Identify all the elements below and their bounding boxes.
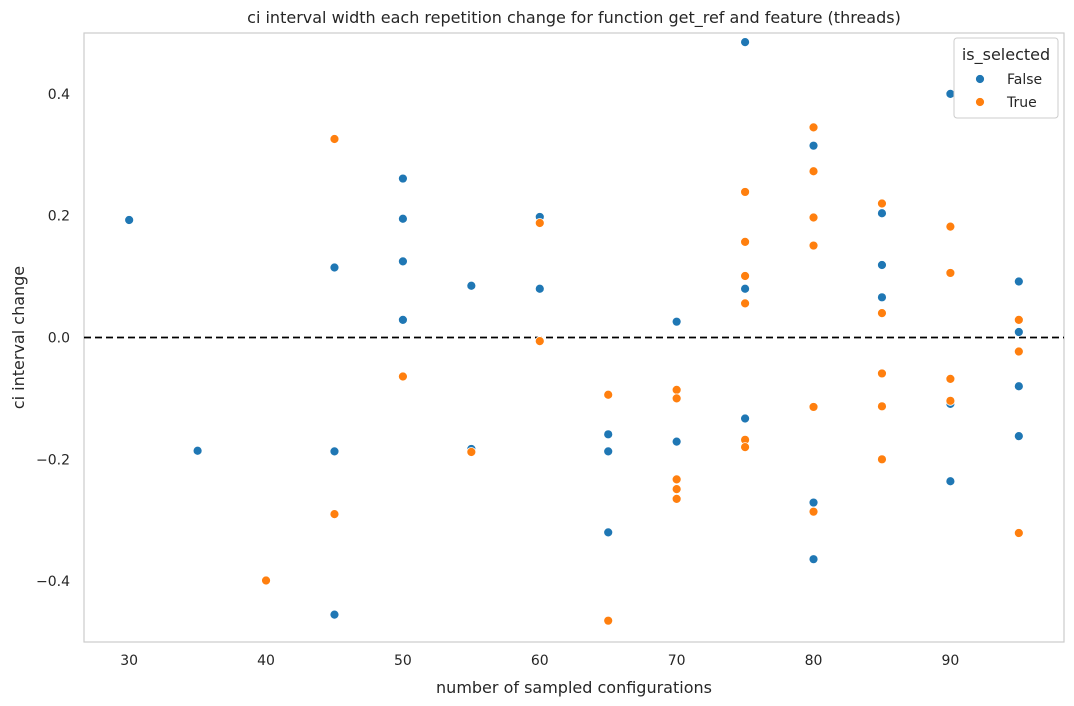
data-point-false xyxy=(329,262,340,273)
data-point-true xyxy=(945,374,956,384)
legend: is_selected False True xyxy=(953,37,1059,119)
data-point-true xyxy=(740,298,750,309)
data-point-true xyxy=(534,336,545,347)
data-point-false xyxy=(808,497,819,508)
data-point-false xyxy=(877,260,887,270)
data-point-false xyxy=(1013,327,1024,337)
y-tick-label: 0.2 xyxy=(48,209,70,225)
data-point-false xyxy=(124,215,135,225)
data-point-true xyxy=(808,166,819,177)
data-point-true xyxy=(261,575,271,586)
data-point-false xyxy=(603,429,614,440)
data-point-true xyxy=(740,271,750,281)
data-point-true xyxy=(877,401,887,412)
data-point-false xyxy=(671,436,682,447)
data-point-true xyxy=(877,454,887,465)
data-point-true xyxy=(945,268,956,278)
data-point-true xyxy=(945,221,956,232)
data-point-true xyxy=(945,395,956,406)
legend-marker-true xyxy=(975,97,985,107)
data-point-false xyxy=(192,445,203,456)
data-point-false xyxy=(603,446,614,457)
data-point-false xyxy=(398,173,408,184)
data-point-false xyxy=(398,314,408,325)
x-tick-label: 60 xyxy=(531,653,549,669)
y-tick-label: 0.4 xyxy=(48,87,70,103)
data-point-false xyxy=(808,554,819,565)
data-point-true xyxy=(1013,346,1024,357)
data-point-true xyxy=(740,187,750,197)
data-point-false xyxy=(671,316,682,327)
data-point-false xyxy=(329,609,340,620)
data-point-true xyxy=(808,240,819,251)
data-point-true xyxy=(671,384,682,395)
y-tick-label: −0.4 xyxy=(36,574,70,590)
data-point-true xyxy=(603,389,614,400)
data-point-false xyxy=(740,413,750,424)
data-point-true xyxy=(808,506,819,517)
data-point-false xyxy=(877,208,887,219)
data-point-false xyxy=(603,527,614,538)
data-point-false xyxy=(808,140,819,151)
data-point-true xyxy=(466,447,477,457)
data-point-true xyxy=(398,371,408,382)
data-point-false xyxy=(740,283,750,294)
data-point-false xyxy=(329,446,340,457)
series-true xyxy=(261,122,1024,626)
legend-title: is_selected xyxy=(962,45,1050,65)
x-tick-label: 70 xyxy=(668,653,686,669)
legend-label-false: False xyxy=(1007,72,1042,88)
data-point-true xyxy=(329,509,340,520)
data-point-true xyxy=(603,615,614,626)
series-false xyxy=(124,37,1024,620)
data-point-true xyxy=(808,402,819,412)
data-point-true xyxy=(671,493,682,504)
data-point-true xyxy=(808,212,819,223)
data-point-true xyxy=(671,393,682,404)
y-tick-label: −0.2 xyxy=(36,452,70,468)
data-point-false xyxy=(1013,381,1024,392)
data-point-true xyxy=(1013,528,1024,538)
data-point-true xyxy=(877,368,887,379)
y-tick-label: 0.0 xyxy=(48,331,70,347)
data-point-false xyxy=(1013,276,1024,287)
x-tick-label: 50 xyxy=(394,653,412,669)
y-axis-label: ci interval change xyxy=(9,266,28,409)
data-points xyxy=(124,37,1024,626)
x-axis-label: number of sampled configurations xyxy=(436,678,712,697)
data-point-false xyxy=(398,256,408,267)
data-point-false xyxy=(877,292,887,303)
data-point-false xyxy=(466,280,477,291)
legend-marker-false xyxy=(975,74,985,84)
data-point-true xyxy=(671,474,682,485)
data-point-true xyxy=(877,198,887,209)
data-point-false xyxy=(1013,431,1024,442)
data-point-true xyxy=(740,236,750,247)
data-point-false xyxy=(398,213,408,224)
x-tick-label: 40 xyxy=(257,653,275,669)
axis-ticks: 30 40 50 60 70 80 90 −0.4 −0.2 0.0 0.2 0.4 xyxy=(36,87,959,669)
data-point-true xyxy=(808,122,819,133)
x-tick-label: 80 xyxy=(805,653,823,669)
x-tick-label: 30 xyxy=(120,653,138,669)
data-point-true xyxy=(740,442,750,453)
data-point-false xyxy=(945,476,956,487)
data-point-false xyxy=(740,37,750,48)
data-point-true xyxy=(1013,314,1024,325)
legend-label-true: True xyxy=(1006,95,1037,111)
x-tick-label: 90 xyxy=(941,653,959,669)
chart-title: ci interval width each repetition change… xyxy=(247,8,901,28)
data-point-true xyxy=(671,484,682,495)
data-point-false xyxy=(534,283,545,294)
data-point-true xyxy=(534,218,545,228)
data-point-true xyxy=(329,134,340,144)
data-point-true xyxy=(877,308,887,319)
